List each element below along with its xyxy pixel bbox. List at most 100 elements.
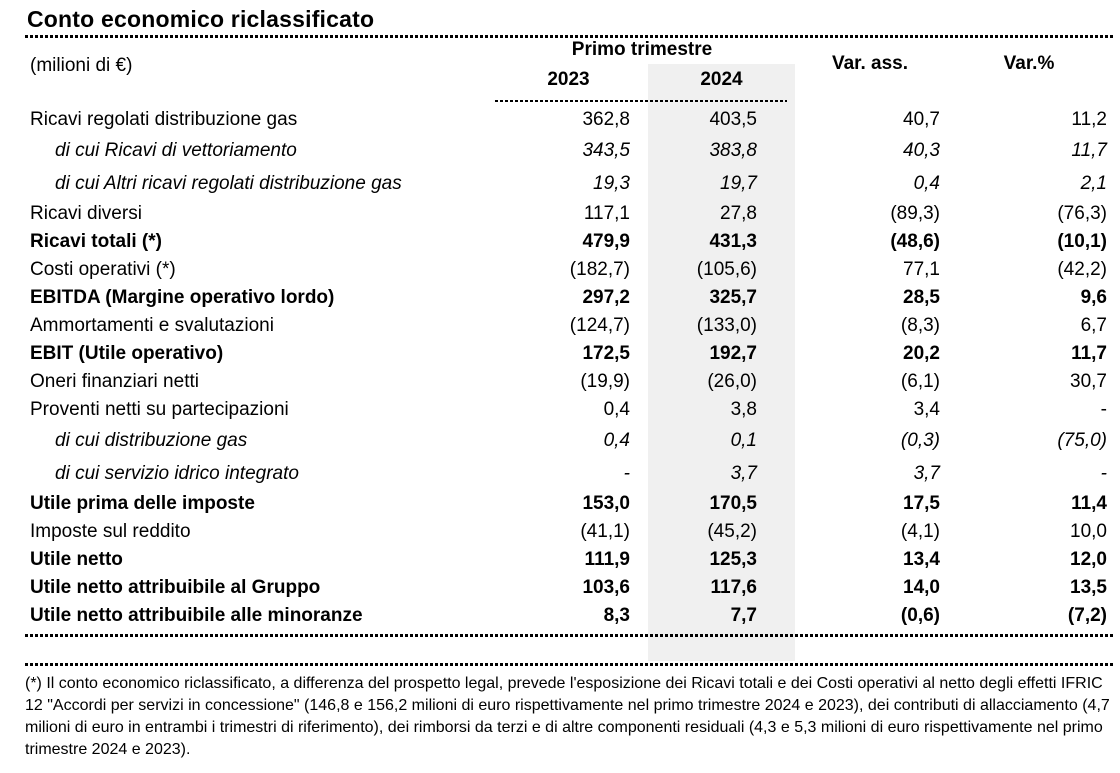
row-label: EBITDA (Margine operativo lordo)	[30, 287, 335, 308]
value-var-ass: 40,3	[903, 139, 940, 161]
table-row: di cui Altri ricavi regolati distribuzio…	[27, 167, 1113, 200]
value-2023: 117,1	[583, 203, 630, 224]
value-var-pct: (75,0)	[1057, 429, 1107, 451]
table-row: Oneri finanziari netti (19,9) (26,0) (6,…	[27, 368, 1113, 396]
value-var-pct: 11,4	[1071, 493, 1107, 514]
table-row: di cui distribuzione gas 0,4 0,1 (0,3) (…	[27, 424, 1113, 457]
table-body: Ricavi regolati distribuzione gas 362,8 …	[27, 106, 1113, 630]
value-var-pct: (76,3)	[1057, 203, 1107, 224]
value-2024: 383,8	[709, 139, 757, 161]
value-2023: 479,9	[582, 231, 630, 252]
row-label: di cui servizio idrico integrato	[55, 462, 299, 484]
value-var-ass: (6,1)	[900, 371, 940, 392]
value-var-pct: (10,1)	[1057, 231, 1107, 252]
header-divider	[495, 100, 787, 102]
value-var-pct: 30,7	[1070, 371, 1107, 392]
row-label: di cui distribuzione gas	[55, 429, 248, 451]
value-var-ass: (89,3)	[890, 203, 940, 224]
value-var-pct: 12,0	[1070, 549, 1107, 570]
row-label: EBIT (Utile operativo)	[30, 343, 224, 364]
value-var-pct: 11,2	[1071, 109, 1107, 130]
value-2023: 153,0	[582, 493, 630, 514]
row-label: Ricavi regolati distribuzione gas	[30, 109, 298, 130]
value-var-ass: (0,3)	[900, 429, 940, 451]
value-var-pct: 10,0	[1070, 521, 1107, 542]
value-var-pct: (42,2)	[1057, 259, 1107, 280]
value-var-pct: 11,7	[1071, 139, 1107, 161]
value-var-pct: 13,5	[1070, 577, 1107, 598]
value-2023: 103,6	[582, 577, 630, 598]
table-row: Utile netto attribuibile alle minoranze …	[27, 602, 1113, 630]
row-label: Costi operativi (*)	[30, 259, 176, 280]
row-label: Ammortamenti e svalutazioni	[30, 315, 274, 336]
footnote-divider	[25, 663, 1113, 666]
value-var-ass: (48,6)	[890, 231, 940, 252]
value-2024: (105,6)	[696, 259, 757, 280]
value-2023: 8,3	[603, 605, 630, 626]
value-2023: 172,5	[582, 343, 630, 364]
value-2023: (124,7)	[569, 315, 630, 336]
table-row: Costi operativi (*) (182,7) (105,6) 77,1…	[27, 256, 1113, 284]
value-var-pct: 11,7	[1071, 343, 1107, 364]
value-2024: (26,0)	[707, 371, 757, 392]
column-header-var-pct: Var.%	[1003, 53, 1055, 74]
row-label: Imposte sul reddito	[30, 521, 191, 542]
value-var-ass: 14,0	[903, 577, 940, 598]
value-2023: 19,3	[593, 172, 630, 194]
value-var-ass: 77,1	[903, 259, 940, 280]
value-2024: 3,7	[730, 462, 757, 484]
value-var-ass: 17,5	[903, 493, 940, 514]
highlight-column-band-2024	[648, 64, 795, 661]
value-2024: (45,2)	[707, 521, 757, 542]
footnote-text: (*) Il conto economico riclassificato, a…	[25, 675, 1110, 758]
value-var-ass: 40,7	[903, 109, 940, 130]
value-2023: -	[623, 462, 630, 484]
row-label: di cui Altri ricavi regolati distribuzio…	[55, 172, 402, 194]
value-var-pct: 2,1	[1080, 172, 1107, 194]
table-row: Ammortamenti e svalutazioni (124,7) (133…	[27, 312, 1113, 340]
page-title: Conto economico riclassificato	[27, 6, 375, 32]
value-var-pct: (7,2)	[1067, 605, 1107, 626]
row-label: Utile prima delle imposte	[30, 493, 255, 514]
spacer	[0, 637, 1120, 663]
table-row: EBIT (Utile operativo) 172,5 192,7 20,2 …	[27, 340, 1113, 368]
value-2023: 0,4	[603, 399, 630, 420]
value-2024: 170,5	[709, 493, 757, 514]
value-2024: 192,7	[709, 343, 757, 364]
table-row: Utile prima delle imposte 153,0 170,5 17…	[27, 490, 1113, 518]
table-header: (milioni di €) Primo trimestre 2023 2024…	[27, 38, 1113, 102]
row-label: Ricavi diversi	[30, 203, 142, 224]
value-2023: 343,5	[582, 139, 630, 161]
value-2024: 3,8	[730, 399, 757, 420]
value-2024: 431,3	[709, 231, 757, 252]
value-var-pct: -	[1100, 399, 1107, 420]
table-bottom-divider	[25, 634, 1113, 637]
value-2023: (41,1)	[580, 521, 630, 542]
value-var-ass: (0,6)	[900, 605, 940, 626]
table-row: Utile netto attribuibile al Gruppo 103,6…	[27, 574, 1113, 602]
row-label: Utile netto	[30, 549, 123, 570]
table-row: di cui servizio idrico integrato - 3,7 3…	[27, 457, 1113, 490]
value-2024: 19,7	[720, 172, 757, 194]
value-var-pct: 6,7	[1080, 315, 1107, 336]
value-2023: 0,4	[603, 429, 630, 451]
value-2023: (182,7)	[569, 259, 630, 280]
value-2024: 325,7	[709, 287, 757, 308]
value-2024: (133,0)	[696, 315, 757, 336]
value-2023: (19,9)	[580, 371, 630, 392]
value-2024: 7,7	[730, 605, 757, 626]
value-var-ass: 3,7	[913, 462, 940, 484]
table-row: EBITDA (Margine operativo lordo) 297,2 3…	[27, 284, 1113, 312]
column-header-2024: 2024	[700, 69, 743, 90]
column-header-2023: 2023	[547, 69, 590, 90]
unit-label: (milioni di €)	[30, 55, 133, 76]
value-2023: 111,9	[584, 549, 630, 570]
value-var-ass: 0,4	[913, 172, 940, 194]
value-2023: 297,2	[582, 287, 630, 308]
value-var-ass: (4,1)	[900, 521, 940, 542]
value-var-pct: -	[1100, 462, 1107, 484]
value-var-ass: 20,2	[903, 343, 940, 364]
value-var-pct: 9,6	[1080, 287, 1107, 308]
value-var-ass: 28,5	[903, 287, 940, 308]
